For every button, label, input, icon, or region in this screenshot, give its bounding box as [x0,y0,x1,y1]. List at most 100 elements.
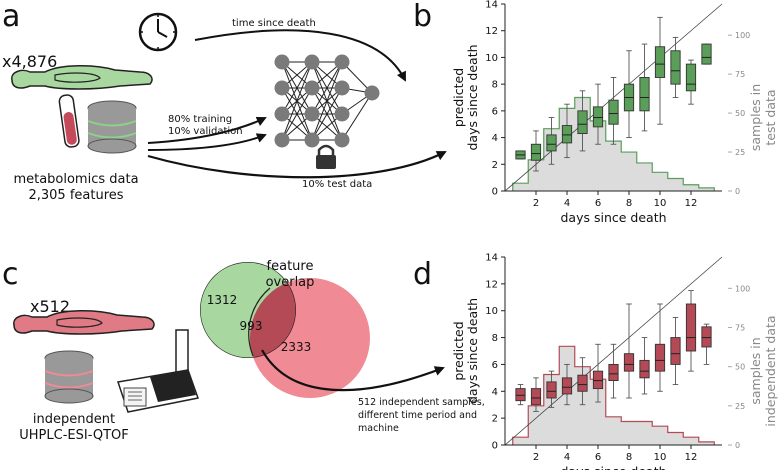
independent-label: independent [33,412,115,427]
y-tick-label: 6 [492,360,498,371]
nn-node [334,106,350,122]
y2-axis-label-line1: samples in [748,337,763,404]
nn-edge [311,87,343,141]
sample-count-a: x4,876 [2,52,57,71]
y2-tick-label: 25 [735,402,745,411]
box-mark [670,337,681,365]
y2-tick-label: 25 [735,148,745,157]
y2-tick-label: 100 [735,31,750,40]
box-mark [546,134,557,152]
lock-icon [316,144,336,169]
y-tick-label: 10 [485,306,498,317]
box-mark [639,77,650,112]
venn-diagram [200,262,370,398]
box-mark [654,46,666,78]
note-line-3: machine [358,423,399,434]
y-tick-label: 12 [485,279,498,290]
venn-overlap-region [250,278,296,358]
box-mark [592,106,604,128]
validation-label: 10% validation [168,126,243,137]
box-mark [685,63,697,92]
venn-overlap-count: 993 [240,319,263,333]
validation-arrow [147,133,267,151]
x-tick-label: 8 [626,198,632,209]
neural-network-icon [274,54,380,148]
box-mark [561,125,573,144]
panel-letter-d: d [413,257,432,292]
note-line-1: 512 independent samples, [358,397,485,408]
y-axis-label-line2: days since death [465,44,480,150]
box-mark [608,363,619,381]
y2-tick-label: 75 [735,70,745,79]
nn-node [274,132,290,148]
y2-tick-label: 0 [735,441,740,450]
x-axis-label: days since death [560,464,666,470]
box-mark [577,374,588,392]
training-arrow [147,116,267,144]
instrument-label: UHPLC-ESI-QTOF [19,428,129,443]
y-axis-label-line1: predicted [451,321,466,380]
x-tick-label: 2 [533,198,539,209]
database-icon-red [44,350,94,404]
venn-right-count: 2333 [281,340,312,354]
database-icon-green [87,100,137,154]
mass-spectrometer-icon [117,329,199,413]
y-axis-label-line2: days since death [465,298,480,404]
panel-letter-c: c [2,257,19,292]
y-tick-label: 12 [485,26,498,37]
venn-title-1: feature [267,259,314,274]
nn-node [304,106,320,122]
x-tick-label: 2 [533,452,539,463]
y2-axis-label-line2: independent data [763,315,778,426]
y-tick-label: 8 [492,80,498,91]
y2-tick-label: 75 [735,324,745,333]
histogram-outline [512,345,715,445]
y-tick-label: 8 [492,333,498,344]
y-tick-label: 0 [492,187,498,198]
nn-node [274,80,290,96]
nn-node [304,132,320,148]
box-mark [577,110,588,135]
box-mark [561,377,573,395]
box-mark [592,370,604,390]
x-tick-label: 10 [654,198,667,209]
chart-b: 0 2 4 6 8 10 12 14 2 4 6 8 10 12 0 25 50 75 100 days since … [413,0,778,225]
venn-title-2: overlap [266,275,315,290]
nn-node [364,85,380,101]
y-tick-label: 0 [492,441,498,452]
x-tick-label: 10 [654,452,667,463]
box-mark [623,353,635,372]
y-tick-label: 4 [492,387,498,398]
metabolomics-label: metabolomics data [13,172,138,187]
y-tick-label: 4 [492,133,498,144]
nn-edge [311,61,343,115]
test-data-arrow [147,151,447,179]
y2-axis-label-line1: samples in [748,84,763,151]
test-data-label: 10% test data [302,179,372,190]
note-line-2: different time period and [358,410,477,421]
box-mark [530,388,542,406]
box-mark [639,359,650,379]
nn-node [304,54,320,70]
box-mark [670,50,681,85]
y-tick-label: 10 [485,53,498,64]
y2-tick-label: 50 [735,363,745,372]
nn-edge [311,61,343,141]
box-mark [546,381,557,399]
nn-edge [341,92,373,141]
nn-node [334,132,350,148]
y-tick-label: 14 [485,0,498,11]
y-tick-label: 14 [485,253,498,264]
x-tick-label: 4 [564,452,570,463]
x-tick-label: 12 [685,452,698,463]
nn-node [274,54,290,70]
histogram-fill [512,346,715,445]
y-axis-label-line1: predicted [451,68,466,127]
independent-arrow [261,349,445,392]
y2-tick-label: 0 [735,187,740,196]
body-icon-green [11,64,153,90]
x-axis-label: days since death [560,210,666,225]
nn-edge [281,61,313,115]
box-mark [701,326,712,348]
